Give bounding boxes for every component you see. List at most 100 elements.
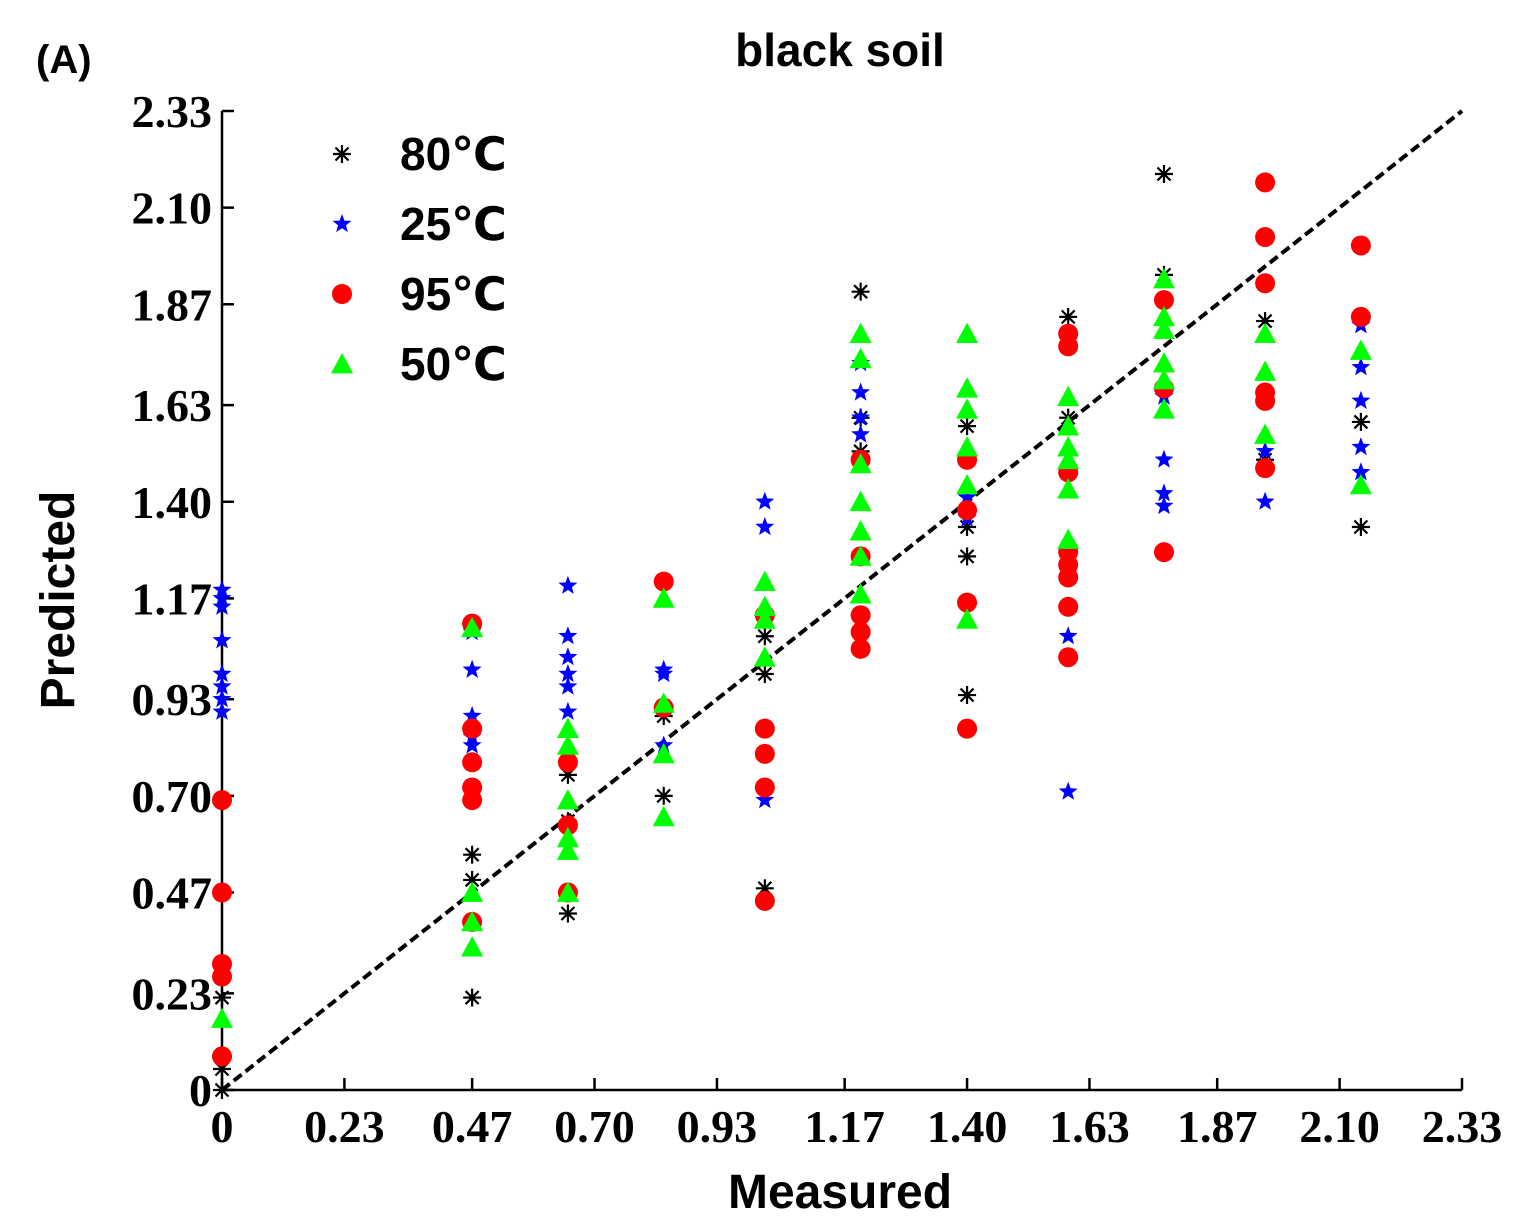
reference-line-layer [220,109,1464,1092]
circle-point [1058,323,1079,344]
star-point [558,647,578,666]
triangle-point [211,1007,233,1028]
circle-point [1350,235,1371,256]
triangle-point [1349,473,1372,495]
circle-point [212,1046,232,1067]
triangle-point [1349,339,1372,360]
circle-point [462,718,483,739]
triangle-point [1152,398,1175,419]
star-point [462,706,482,725]
star-point [212,664,232,683]
star-point [558,575,578,594]
y-tick-label: 1.40 [132,477,213,528]
legend-label: 50℃ [400,338,507,390]
legend-marker-triangle [331,353,353,374]
reference-line [220,109,1464,1092]
star-point [1154,483,1174,502]
circle-point [1153,290,1174,311]
legend-label: 95℃ [400,268,507,320]
legend: 80℃ 25℃ 95℃ 50℃ [331,128,507,390]
y-tick-label: 1.87 [132,279,213,330]
x-tick-label: 0 [211,1101,234,1152]
asterisk-point [463,988,482,1007]
triangle-point [1152,352,1175,373]
triangle-point [461,910,484,932]
circle-point [653,571,674,592]
triangle-point [753,595,776,617]
circle-point [212,882,232,903]
legend-marker-asterisk [333,145,351,163]
circle-point [557,752,578,773]
asterisk-point [958,686,977,705]
circle-point [1255,382,1276,403]
circle-point [1058,647,1079,668]
x-tick-label: 2.10 [1299,1101,1380,1152]
circle-point [957,592,978,613]
triangle-point [556,881,579,902]
star-point [957,487,977,506]
axes: 0 0.23 0.47 0.70 0.93 1.17 1.40 1.63 1.87 2.10 2.3… [132,86,1503,1152]
triangle-point [956,398,979,419]
star-point [1351,462,1371,481]
y-tick-label: 0.93 [132,674,213,725]
asterisk-point [1351,517,1370,536]
triangle-point [1057,528,1080,549]
triangle-point [1152,368,1175,390]
triangle-point [556,734,579,755]
star-point [462,735,482,754]
circle-point [1058,596,1079,617]
triangle-point [652,692,675,713]
x-tick-label: 1.63 [1049,1101,1130,1152]
star-point [1255,441,1275,460]
y-tick-label: 2.33 [132,86,213,137]
asterisk-point [558,904,577,923]
star-point [212,630,232,649]
triangle-point [849,545,872,566]
triangle-point [1152,305,1175,327]
triangle-point [1254,360,1277,381]
triangle-point [1057,385,1080,407]
circle-point [1255,273,1276,294]
asterisk-point [654,786,673,805]
triangle-point [1057,415,1080,436]
circle-point [850,622,871,643]
circle-point [754,743,775,764]
triangle-point [1057,478,1080,499]
triangle-point [556,717,579,739]
triangle-point [753,608,776,629]
circle-point [850,605,871,626]
triangle-point [849,452,872,474]
asterisk-point [958,547,977,566]
circle-point [754,890,775,911]
triangle-point [1057,436,1080,457]
circle-point [1350,306,1371,327]
circle-point [754,777,775,798]
circle-point [212,953,232,974]
triangle-point [556,826,579,848]
circle-point [462,752,483,773]
circle-point [212,790,232,811]
star-point [755,491,775,510]
triangle-point [956,377,979,398]
star-point [212,701,232,720]
triangle-point [849,583,872,604]
triangle-point [956,436,979,457]
series-circle [212,172,1371,1067]
asterisk-point [1154,165,1173,184]
triangle-point [753,570,776,591]
triangle-point [1152,268,1175,289]
x-tick-label: 2.33 [1422,1101,1503,1152]
asterisk-point [851,282,870,301]
circle-point [1255,458,1276,479]
triangle-point [652,587,675,608]
asterisk-point [213,988,231,1007]
series-star [212,315,1371,809]
y-tick-label: 1.17 [132,573,213,624]
y-tick-label: 0.47 [132,868,213,919]
star-point [558,626,578,645]
x-tick-label: 0.93 [677,1101,758,1152]
star-point [212,596,232,615]
x-tick-label: 1.40 [927,1101,1008,1152]
triangle-point [849,322,872,344]
